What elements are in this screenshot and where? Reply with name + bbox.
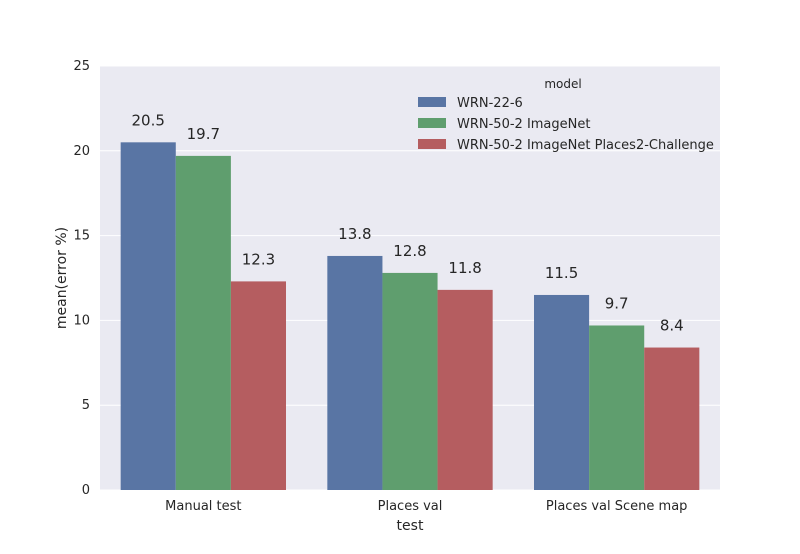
bar-3-3	[644, 347, 700, 490]
legend-label-3: WRN-50-2 ImageNet Places2-Challenge	[457, 138, 714, 153]
bar-1-1	[120, 142, 176, 490]
y-axis-ticks: 0 5 10 15 20 25	[73, 59, 90, 498]
y-tick-label-15: 15	[73, 229, 90, 244]
legend-label-1: WRN-22-6	[457, 96, 523, 111]
bar-value-label-3-2: 9.7	[605, 294, 629, 312]
bar-value-label-3-1: 11.5	[545, 264, 578, 282]
bar-2-1	[327, 255, 383, 490]
bar-value-label-2-3: 11.8	[448, 259, 481, 277]
bar-value-labels: 20.5 19.7 12.3 13.8 12.8 11.8 11.5 9.7 8.4	[132, 111, 684, 334]
bar-2-2	[382, 272, 438, 490]
y-axis-title: mean(error %)	[54, 227, 70, 329]
y-tick-label-5: 5	[82, 398, 90, 413]
x-tick-label-1: Manual test	[165, 499, 241, 514]
y-tick-label-10: 10	[73, 313, 90, 328]
bar-3-2	[589, 325, 645, 490]
legend-swatch-1	[418, 97, 446, 107]
bar-value-label-2-2: 12.8	[393, 242, 426, 260]
bar-value-label-1-2: 19.7	[187, 125, 220, 143]
x-axis-title: test	[397, 518, 424, 534]
bar-value-label-1-3: 12.3	[242, 250, 275, 268]
bar-3-1	[534, 294, 590, 490]
x-tick-label-3: Places val Scene map	[546, 499, 688, 514]
y-tick-label-20: 20	[73, 144, 90, 159]
bar-value-label-3-3: 8.4	[660, 317, 684, 335]
bar-value-label-2-1: 13.8	[338, 225, 371, 243]
bar-2-3	[437, 289, 493, 490]
bar-1-2	[175, 155, 231, 490]
legend-items: WRN-22-6 WRN-50-2 ImageNet WRN-50-2 ImageN…	[418, 96, 714, 153]
bars	[120, 142, 700, 490]
legend-swatch-3	[418, 139, 446, 149]
y-tick-label-0: 0	[82, 483, 90, 498]
bar-value-label-1-1: 20.5	[132, 111, 165, 129]
x-axis-ticks: Manual test Places val Places val Scene ma…	[165, 499, 687, 514]
legend-label-2: WRN-50-2 ImageNet	[457, 117, 590, 132]
legend-swatch-2	[418, 118, 446, 128]
legend-title: model	[544, 77, 581, 91]
y-tick-label-25: 25	[73, 59, 90, 74]
x-tick-label-2: Places val	[378, 499, 443, 514]
bar-1-3	[230, 281, 286, 490]
legend: model WRN-22-6 WRN-50-2 ImageNet WRN-50-2 …	[418, 77, 714, 153]
